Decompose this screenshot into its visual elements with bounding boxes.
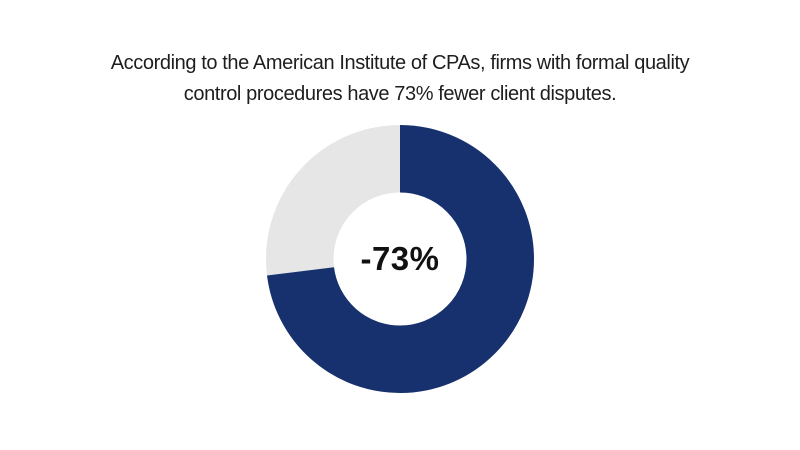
- donut-chart: -73%: [260, 119, 540, 399]
- headline: According to the American Institute of C…: [0, 48, 800, 110]
- donut-segment-value: [266, 125, 534, 393]
- donut-chart-svg: [266, 125, 534, 393]
- headline-line-1: According to the American Institute of C…: [110, 52, 690, 74]
- headline-line-2: control procedures have 73% fewer client…: [183, 83, 617, 105]
